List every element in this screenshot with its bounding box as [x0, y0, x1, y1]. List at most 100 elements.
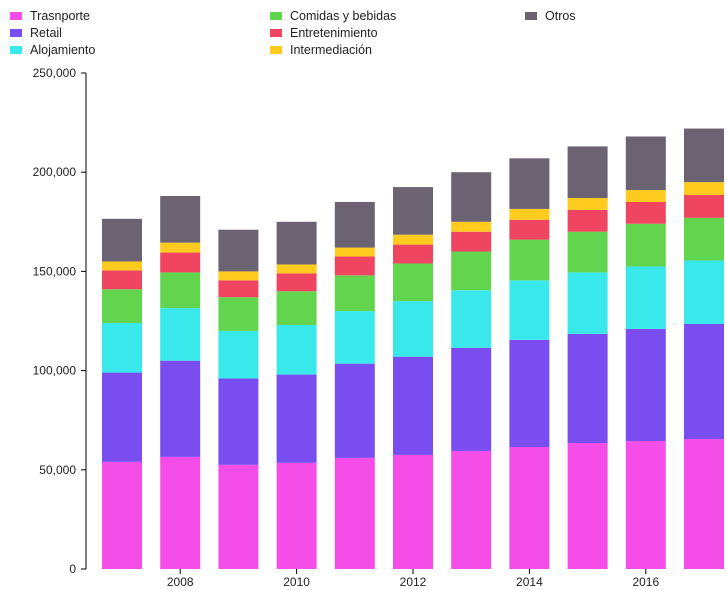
bar-segment-comidas-y-bebidas-2009 — [218, 297, 259, 331]
bar-segment-trasnporte-2015 — [567, 443, 608, 569]
legend-item-alojamiento: Alojamiento — [10, 42, 95, 58]
x-tick-label: 2010 — [283, 575, 310, 589]
bar-segment-retail-2014 — [509, 339, 550, 447]
legend-swatch-intermediacion — [270, 46, 282, 54]
bar-segment-alojamiento-2017 — [684, 260, 724, 324]
legend-item-intermediacion: Intermediación — [270, 42, 372, 58]
bar-segment-comidas-y-bebidas-2011 — [334, 275, 375, 312]
bar-segment-comidas-y-bebidas-2007 — [102, 289, 142, 323]
legend-item-comidas-y-bebidas: Comidas y bebidas — [270, 8, 396, 24]
x-tick-label: 2012 — [400, 575, 427, 589]
y-tick-label: 0 — [69, 562, 76, 576]
y-tick-label: 100,000 — [33, 364, 77, 378]
bar-segment-entretenimiento-2012 — [393, 244, 433, 264]
bar-segment-entretenimiento-2013 — [451, 231, 492, 252]
bar-segment-comidas-y-bebidas-2013 — [451, 251, 492, 291]
legend-swatch-entretenimiento — [270, 29, 282, 37]
legend-swatch-otros — [525, 12, 537, 20]
legend-label-retail: Retail — [30, 26, 62, 40]
legend-swatch-alojamiento — [10, 46, 22, 54]
legend-item-entretenimiento: Entretenimiento — [270, 25, 378, 41]
bar-segment-trasnporte-2012 — [393, 454, 433, 569]
bar-segment-alojamiento-2008 — [160, 308, 201, 361]
bar-segment-alojamiento-2016 — [625, 266, 666, 329]
y-tick-label: 200,000 — [33, 165, 77, 179]
bar-segment-entretenimiento-2010 — [276, 273, 317, 292]
bar-segment-retail-2011 — [334, 363, 375, 458]
x-tick-label: 2014 — [516, 575, 543, 589]
bar-segment-intermediaci-n-2010 — [276, 264, 317, 274]
bar-segment-otros-2008 — [160, 196, 201, 243]
bar-segment-entretenimiento-2017 — [684, 195, 724, 218]
bar-segment-otros-2009 — [218, 229, 259, 272]
bar-segment-retail-2012 — [393, 356, 433, 455]
legend-swatch-trasnporte — [10, 12, 22, 20]
bar-segment-alojamiento-2013 — [451, 290, 492, 348]
chart-legend: Trasnporte Retail Alojamiento Comidas y … — [0, 0, 727, 70]
bar-segment-alojamiento-2015 — [567, 272, 608, 334]
y-tick-label: 50,000 — [39, 463, 76, 477]
bar-segment-alojamiento-2012 — [393, 301, 433, 357]
bar-segment-otros-2014 — [509, 158, 550, 209]
bar-segment-comidas-y-bebidas-2016 — [625, 223, 666, 267]
bar-segment-otros-2010 — [276, 221, 317, 265]
legend-label-alojamiento: Alojamiento — [30, 43, 96, 57]
bar-segment-trasnporte-2008 — [160, 456, 201, 569]
legend-item-otros: Otros — [525, 8, 576, 24]
legend-label-otros: Otros — [545, 9, 576, 23]
bar-segment-intermediaci-n-2016 — [625, 190, 666, 202]
y-tick-label: 150,000 — [33, 264, 77, 278]
bar-segment-intermediaci-n-2007 — [102, 261, 142, 271]
x-tick-label: 2016 — [632, 575, 659, 589]
bar-segment-otros-2016 — [625, 136, 666, 191]
bar-segment-otros-2013 — [451, 172, 492, 222]
legend-swatch-retail — [10, 29, 22, 37]
bar-segment-retail-2007 — [102, 372, 142, 462]
bar-segment-comidas-y-bebidas-2015 — [567, 231, 608, 273]
bar-segment-intermediaci-n-2012 — [393, 234, 433, 245]
bar-segment-trasnporte-2014 — [509, 446, 550, 569]
bar-segment-entretenimiento-2007 — [102, 270, 142, 290]
bar-segment-alojamiento-2009 — [218, 330, 259, 379]
bar-segment-entretenimiento-2008 — [160, 252, 201, 273]
bar-segment-comidas-y-bebidas-2014 — [509, 239, 550, 281]
bar-segment-otros-2007 — [102, 218, 142, 262]
bar-segment-otros-2011 — [334, 201, 375, 248]
legend-item-trasnporte: Trasnporte — [10, 8, 90, 24]
bar-segment-otros-2017 — [684, 128, 724, 183]
bar-segment-trasnporte-2013 — [451, 450, 492, 569]
bar-segment-entretenimiento-2011 — [334, 256, 375, 276]
legend-label-comidas-y-bebidas: Comidas y bebidas — [290, 9, 397, 23]
legend-item-retail: Retail — [10, 25, 62, 41]
bar-segment-intermediaci-n-2009 — [218, 271, 259, 281]
bar-segment-retail-2010 — [276, 374, 317, 463]
bar-segment-intermediaci-n-2017 — [684, 182, 724, 196]
bar-segment-trasnporte-2009 — [218, 464, 259, 569]
bar-segment-entretenimiento-2015 — [567, 209, 608, 232]
bar-segment-otros-2012 — [393, 187, 433, 235]
bar-segment-retail-2009 — [218, 378, 259, 465]
bar-segment-entretenimiento-2016 — [625, 201, 666, 224]
bar-segment-comidas-y-bebidas-2008 — [160, 272, 201, 309]
bar-segment-retail-2017 — [684, 323, 724, 440]
bar-segment-entretenimiento-2009 — [218, 280, 259, 298]
legend-label-intermediacion: Intermediación — [290, 43, 372, 57]
bar-segment-otros-2015 — [567, 146, 608, 198]
bar-segment-alojamiento-2010 — [276, 324, 317, 375]
bar-segment-comidas-y-bebidas-2010 — [276, 291, 317, 325]
legend-swatch-comidas-y-bebidas — [270, 12, 282, 20]
bar-segment-intermediaci-n-2013 — [451, 221, 492, 232]
bar-segment-intermediaci-n-2008 — [160, 242, 201, 253]
bar-segment-trasnporte-2017 — [684, 439, 724, 569]
y-tick-label: 250,000 — [33, 66, 77, 80]
bar-segment-intermediaci-n-2014 — [509, 208, 550, 220]
bar-segment-alojamiento-2011 — [334, 311, 375, 364]
bar-segment-retail-2013 — [451, 347, 492, 451]
bar-segment-retail-2008 — [160, 360, 201, 457]
bar-segment-alojamiento-2007 — [102, 322, 142, 373]
bar-segment-comidas-y-bebidas-2012 — [393, 263, 433, 302]
bar-segment-retail-2015 — [567, 333, 608, 444]
x-tick-label: 2008 — [167, 575, 194, 589]
